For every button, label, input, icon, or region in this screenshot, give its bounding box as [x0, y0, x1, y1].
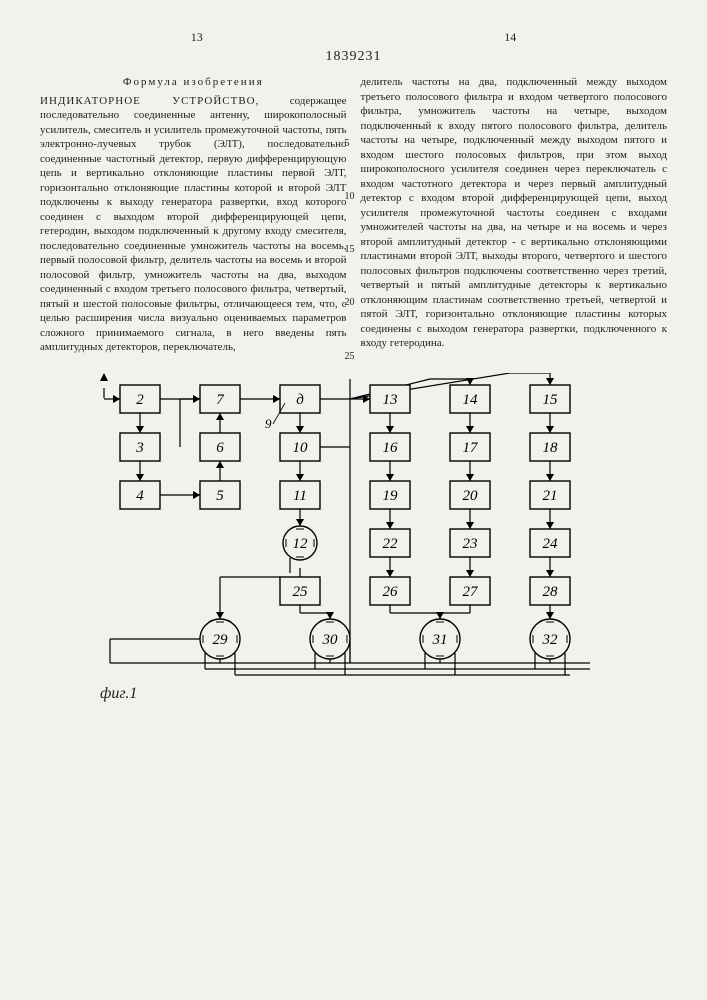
- svg-text:25: 25: [293, 584, 309, 600]
- svg-text:6: 6: [216, 440, 224, 456]
- left-column: Формула изобретения ИНДИКАТОРНОЕ УСТРОЙС…: [40, 75, 347, 355]
- svg-text:29: 29: [213, 632, 229, 648]
- line-num: 10: [345, 190, 355, 203]
- line-num: 25: [345, 350, 355, 363]
- svg-text:14: 14: [463, 392, 479, 408]
- svg-text:23: 23: [463, 536, 478, 552]
- svg-text:4: 4: [136, 488, 144, 504]
- svg-text:26: 26: [383, 584, 399, 600]
- svg-text:2: 2: [136, 392, 144, 408]
- figure-1-diagram: 27 д 13 14 15 3 6 10 16 17 18 4 5 11 19 20 21 22 23 24 25 26 2…: [40, 373, 667, 693]
- svg-text:10: 10: [293, 440, 309, 456]
- svg-text:32: 32: [542, 632, 559, 648]
- svg-text:16: 16: [383, 440, 399, 456]
- page-num-left: 13: [191, 30, 203, 45]
- svg-text:3: 3: [135, 440, 144, 456]
- svg-text:19: 19: [383, 488, 399, 504]
- svg-text:17: 17: [463, 440, 480, 456]
- svg-text:5: 5: [216, 488, 224, 504]
- svg-text:11: 11: [293, 488, 307, 504]
- svg-text:9: 9: [265, 416, 272, 431]
- section-title: ИНДИКАТОРНОЕ УСТРОЙСТВО,: [40, 95, 259, 107]
- svg-text:18: 18: [543, 440, 559, 456]
- line-num: 5: [345, 137, 350, 150]
- svg-text:31: 31: [432, 632, 448, 648]
- svg-text:22: 22: [383, 536, 399, 552]
- svg-text:21: 21: [543, 488, 558, 504]
- svg-text:27: 27: [463, 584, 480, 600]
- page-num-right: 14: [504, 30, 516, 45]
- svg-text:20: 20: [463, 488, 479, 504]
- svg-text:28: 28: [543, 584, 559, 600]
- svg-text:д: д: [296, 392, 304, 408]
- line-num: 15: [345, 243, 355, 256]
- document-number: 1839231: [40, 49, 667, 65]
- svg-text:13: 13: [383, 392, 398, 408]
- formula-title: Формула изобретения: [40, 75, 347, 90]
- svg-text:24: 24: [543, 536, 559, 552]
- svg-text:30: 30: [322, 632, 339, 648]
- left-column-body: содержащее последовательно соединенные а…: [40, 95, 347, 354]
- svg-text:15: 15: [543, 392, 559, 408]
- figure-label: фиг.1: [100, 685, 667, 703]
- line-num: 20: [345, 296, 355, 309]
- right-column: делитель частоты на два, подключенный ме…: [361, 75, 668, 355]
- svg-text:12: 12: [293, 536, 309, 552]
